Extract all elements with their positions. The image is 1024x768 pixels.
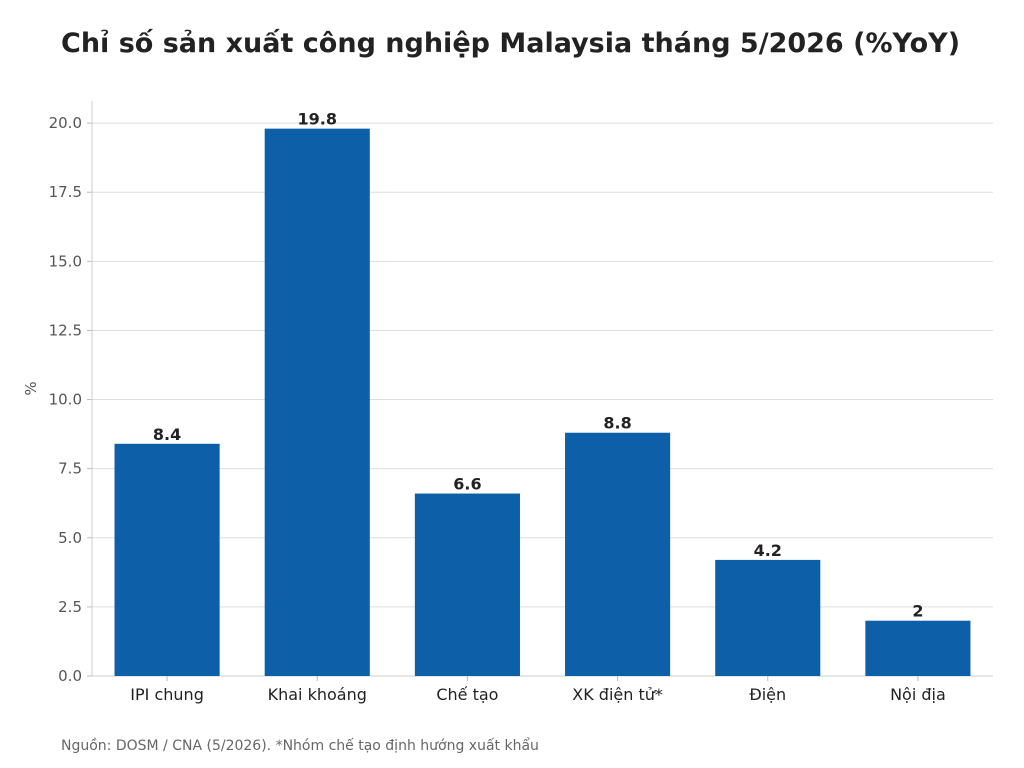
y-tick-label: 7.5	[58, 460, 82, 478]
grid-lines	[92, 122, 993, 677]
bar-4	[565, 432, 671, 676]
x-tick-label: Điện	[749, 685, 786, 704]
y-tick-label: 12.5	[49, 321, 82, 339]
x-tick-label: XK điện tử*	[572, 685, 663, 704]
x-tick-label: Nội địa	[890, 685, 946, 704]
y-axis-label: %	[22, 381, 40, 395]
y-tick-label: 20.0	[49, 114, 82, 132]
labels: IPI chung 8.4 Khai khoáng 19.8 Chế tạo 6.6 XK …	[130, 110, 945, 704]
y-tick-label: 5.0	[58, 529, 82, 547]
data-label: 19.8	[298, 110, 337, 129]
y-tick-label: 15.0	[49, 252, 82, 270]
bar-3	[414, 493, 520, 676]
chart-title: Chỉ số sản xuất công nghiệp Malaysia thá…	[61, 28, 961, 59]
data-label: 2	[912, 602, 923, 621]
y-tick-label: 2.5	[58, 598, 82, 616]
bars	[114, 128, 971, 676]
bar-6	[865, 620, 971, 676]
data-label: 8.4	[153, 425, 181, 444]
data-label: 6.6	[453, 475, 481, 494]
bar-5	[715, 559, 821, 676]
data-label: 8.8	[603, 414, 631, 433]
axes: 0.0 2.5 5.0 7.5 10.0 12.5 15.0 17.5 20.0%	[22, 101, 993, 685]
bar-2	[264, 128, 370, 676]
x-tick-label: Chế tạo	[436, 685, 498, 704]
y-tick-label: 0.0	[58, 667, 82, 685]
x-tick-label: Khai khoáng	[268, 685, 367, 704]
y-tick-label: 17.5	[49, 183, 82, 201]
bar-1	[114, 443, 220, 676]
y-tick-label: 10.0	[49, 391, 82, 409]
source-note: Nguồn: DOSM / CNA (5/2026). *Nhóm chế tạ…	[61, 738, 539, 754]
x-tick-label: IPI chung	[130, 685, 204, 704]
data-label: 4.2	[754, 541, 782, 560]
